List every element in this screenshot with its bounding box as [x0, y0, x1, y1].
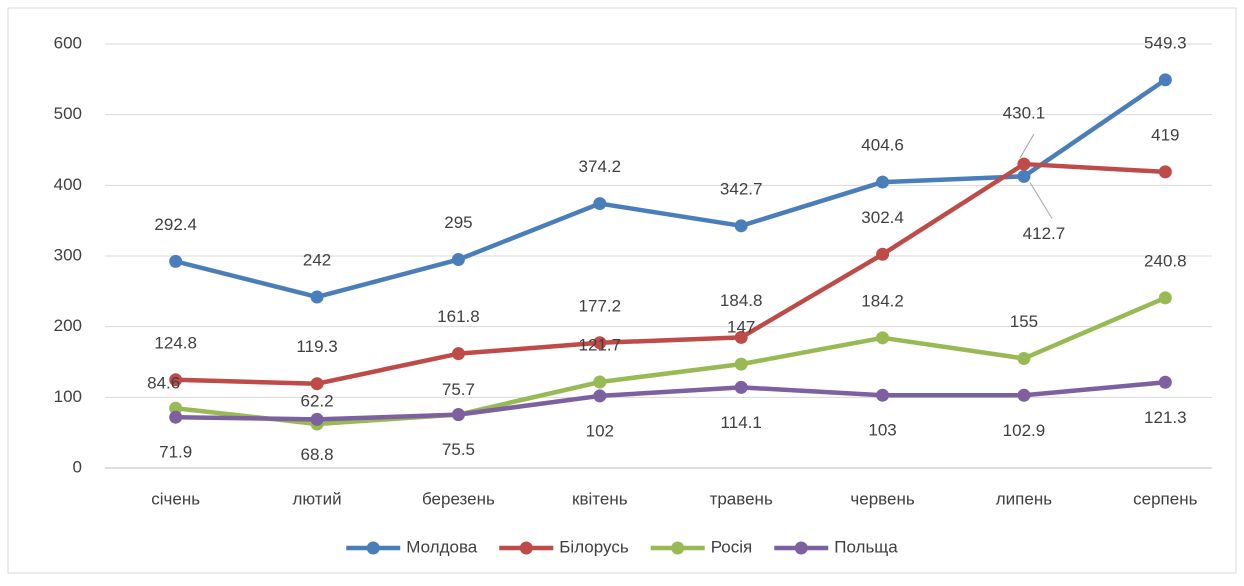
data-label: 184.2: [861, 291, 904, 310]
data-point: [593, 336, 607, 350]
x-tick-label: липень: [996, 489, 1052, 508]
data-label: 121.7: [579, 335, 622, 354]
data-label: 114.1: [721, 413, 762, 432]
legend-marker: [671, 541, 685, 555]
data-point: [593, 389, 607, 403]
data-point: [310, 290, 324, 304]
data-label: 62.2: [301, 392, 334, 411]
data-point: [451, 408, 465, 422]
data-label: 102: [586, 421, 614, 440]
leader-line: [1029, 182, 1053, 219]
data-label: 430.1: [1003, 104, 1046, 123]
data-label: 184.8: [720, 291, 763, 310]
legend-label: Молдова: [406, 537, 478, 556]
data-point: [169, 254, 183, 268]
data-label: 177.2: [579, 296, 622, 315]
series-line: [175, 295, 1167, 427]
data-point: [734, 380, 748, 394]
data-label: 124.8: [154, 333, 197, 352]
data-point: [1158, 73, 1172, 87]
data-point: [734, 219, 748, 233]
data-point: [1017, 351, 1031, 365]
data-label: 147: [727, 318, 755, 337]
data-point: [1017, 157, 1031, 171]
data-point: [876, 388, 890, 402]
data-label: 155: [1010, 312, 1038, 331]
data-point: [734, 330, 748, 344]
y-tick-label: 500: [54, 104, 82, 123]
y-tick-label: 200: [54, 316, 82, 335]
series-line: [175, 161, 1166, 386]
x-tick-label: квітень: [572, 489, 628, 508]
series-line: [175, 380, 1166, 422]
data-label: 71.9: [159, 443, 192, 462]
data-label: 419: [1151, 125, 1179, 144]
data-point: [734, 357, 748, 371]
x-tick-label: березень: [422, 489, 495, 508]
data-point: [593, 375, 607, 389]
x-tick-label: червень: [850, 489, 914, 508]
data-point: [1017, 388, 1031, 402]
data-label: 119.3: [296, 337, 337, 356]
data-point: [1158, 165, 1172, 179]
data-point: [451, 347, 465, 361]
legend-marker: [519, 541, 533, 555]
data-label: 161.8: [437, 307, 480, 326]
data-point: [169, 410, 183, 424]
y-tick-label: 600: [54, 33, 82, 52]
data-label: 342.7: [720, 179, 763, 198]
x-tick-label: лютий: [293, 489, 342, 508]
y-tick-label: 400: [54, 175, 82, 194]
data-label: 103: [868, 421, 896, 440]
leader-line: [1019, 133, 1035, 159]
data-label: 549.3: [1144, 33, 1187, 52]
chart-frame: [7, 7, 1237, 574]
data-label: 374.2: [579, 157, 622, 176]
data-point: [310, 377, 324, 391]
data-point: [1017, 169, 1031, 183]
data-label: 412.7: [1023, 224, 1066, 243]
data-point: [1158, 291, 1172, 305]
data-point: [876, 331, 890, 345]
data-label: 121.3: [1144, 408, 1187, 427]
data-label: 240.8: [1144, 251, 1187, 270]
data-label: 68.8: [301, 445, 334, 464]
legend-marker: [794, 541, 808, 555]
data-label: 404.6: [861, 136, 904, 155]
data-label: 102.9: [1003, 421, 1046, 440]
data-point: [1158, 375, 1172, 389]
data-point: [310, 412, 324, 426]
data-point: [876, 175, 890, 189]
legend-label: Польща: [834, 537, 898, 556]
data-point: [593, 197, 607, 211]
x-tick-label: серпень: [1133, 489, 1197, 508]
data-point: [451, 253, 465, 267]
y-tick-label: 100: [54, 387, 82, 406]
x-tick-label: травень: [710, 489, 773, 508]
data-label: 302.4: [861, 208, 904, 227]
data-label: 75.5: [442, 440, 475, 459]
y-tick-label: 0: [73, 457, 82, 476]
legend-marker: [366, 541, 380, 555]
y-tick-label: 300: [54, 245, 82, 264]
x-tick-label: січень: [151, 489, 200, 508]
data-label: 295: [444, 213, 472, 232]
data-label: 242: [303, 250, 331, 269]
data-label: 292.4: [154, 215, 197, 234]
legend-label: Білорусь: [559, 537, 629, 556]
legend-label: Росія: [711, 537, 753, 556]
data-point: [169, 401, 183, 415]
data-point: [876, 247, 890, 261]
data-point: [169, 373, 183, 387]
data-label: 84.6: [147, 374, 180, 393]
data-label: 75.7: [442, 380, 475, 399]
